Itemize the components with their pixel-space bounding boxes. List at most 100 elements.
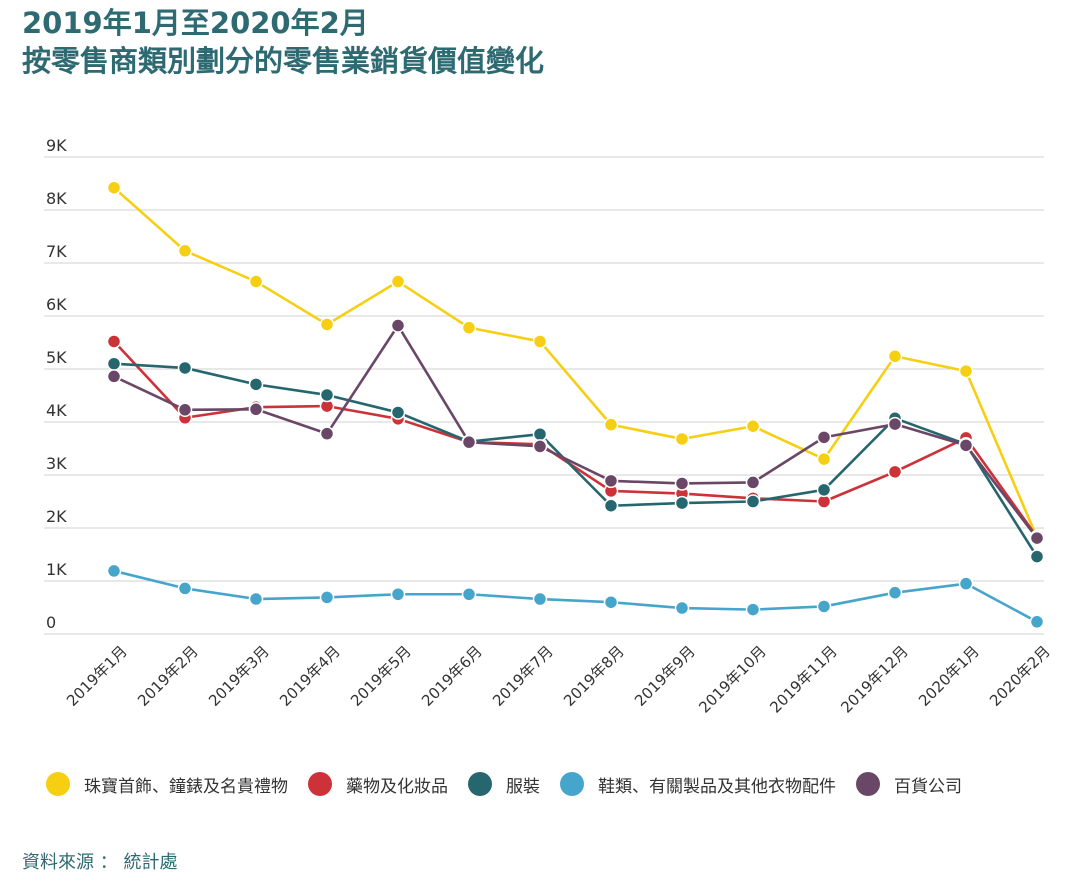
data-point-s0 (461, 320, 477, 335)
data-point-s0 (958, 363, 974, 379)
data-point-s0 (887, 349, 903, 364)
y-tick-label: 3K (46, 454, 67, 473)
series-line-2 (113, 362, 1039, 558)
data-point-s4 (816, 430, 832, 445)
y-tick-label: 7K (46, 242, 67, 261)
series-line-0 (113, 186, 1039, 539)
x-tick-label: 2020年2月 (986, 642, 1054, 710)
data-point-s3 (319, 590, 335, 605)
data-point-s3 (461, 587, 477, 602)
data-point-s0 (106, 180, 122, 195)
data-point-s3 (745, 602, 761, 617)
legend-item: 藥物及化妝品 (308, 772, 448, 797)
y-tick-label: 4K (46, 401, 67, 420)
x-tick-label: 2019年10月 (695, 642, 769, 716)
data-point-s2 (390, 405, 406, 420)
data-point-s4 (745, 475, 761, 490)
legend-item: 珠寶首飾、鐘錶及名貴禮物 (46, 772, 288, 797)
legend-label: 百貨公司 (894, 776, 962, 797)
data-point-s3 (1029, 614, 1045, 630)
data-point-s2 (248, 377, 264, 392)
data-point-s4 (106, 369, 122, 384)
data-point-s4 (532, 439, 548, 454)
data-point-s2 (1029, 549, 1045, 564)
legend-label: 藥物及化妝品 (346, 776, 448, 797)
series-line-4 (113, 324, 1039, 539)
data-point-s3 (958, 576, 974, 591)
series-line-3 (113, 569, 1038, 623)
data-point-s4 (177, 402, 193, 418)
data-point-s1 (106, 334, 122, 349)
source-note: 資料來源 ： 統計處 (22, 852, 178, 873)
data-point-s3 (532, 591, 548, 607)
x-tick-label: 2019年8月 (560, 642, 628, 710)
grid-lines (44, 156, 1044, 635)
data-point-s3 (603, 594, 619, 610)
legend-label: 服裝 (506, 776, 540, 797)
data-point-s2 (816, 482, 832, 498)
x-tick-label: 2019年1月 (63, 642, 131, 710)
y-tick-label: 1K (46, 560, 67, 579)
data-point-s3 (177, 581, 193, 596)
legend-item: 鞋類、有關製品及其他衣物配件 (560, 772, 836, 797)
legend-item: 服裝 (468, 772, 540, 797)
data-point-s4 (319, 426, 335, 441)
data-point-s0 (390, 274, 406, 289)
x-tick-label: 2019年6月 (418, 642, 486, 710)
data-point-s2 (674, 495, 690, 511)
legend-swatch (308, 772, 332, 796)
x-tick-label: 2019年2月 (134, 642, 202, 710)
data-point-s3 (674, 600, 690, 616)
y-tick-label: 8K (46, 189, 67, 208)
x-tick-label: 2020年1月 (915, 642, 983, 710)
data-point-s4 (887, 416, 903, 432)
x-tick-label: 2019年12月 (837, 642, 911, 716)
data-point-s0 (745, 418, 761, 434)
chart-legend: 珠寶首飾、鐘錶及名貴禮物 藥物及化妝品 服裝 鞋類、有關製品及其他衣物配件 百貨公司 (46, 768, 982, 800)
legend-item: 百貨公司 (856, 772, 962, 797)
data-point-s1 (887, 464, 903, 480)
legend-swatch (560, 772, 584, 796)
data-point-s3 (390, 587, 406, 602)
data-point-s0 (248, 274, 264, 289)
data-point-s4 (248, 402, 264, 417)
legend-label: 珠寶首飾、鐘錶及名貴禮物 (84, 776, 288, 797)
x-tick-label: 2019年3月 (205, 642, 273, 710)
x-tick-label: 2019年7月 (489, 642, 557, 710)
y-tick-label: 9K (46, 136, 67, 155)
data-point-s4 (674, 476, 690, 491)
data-point-s3 (248, 591, 264, 607)
data-point-s2 (106, 356, 122, 371)
chart-title-line2: 按零售商類別劃分的零售業銷貨價值變化 (22, 44, 545, 78)
data-point-s3 (887, 585, 903, 600)
data-point-s0 (816, 451, 832, 467)
data-point-s2 (319, 387, 335, 403)
legend-swatch (468, 772, 492, 796)
y-tick-label: 0 (46, 613, 56, 632)
data-point-s2 (745, 494, 761, 509)
data-point-s2 (532, 426, 548, 442)
data-point-s2 (177, 360, 193, 376)
data-point-s3 (816, 599, 832, 614)
chart-title-line1: 2019年1月至2020年2月 (22, 6, 369, 40)
data-point-s0 (177, 243, 193, 259)
data-point-s0 (532, 334, 548, 349)
x-tick-label: 2019年9月 (631, 642, 699, 710)
data-point-s2 (603, 498, 619, 513)
legend-swatch (856, 772, 880, 796)
series-line-1 (113, 340, 1039, 538)
chart-title: 2019年1月至2020年2月 按零售商類別劃分的零售業銷貨價值變化 (22, 4, 544, 80)
data-point-s4 (461, 434, 477, 450)
y-tick-label: 6K (46, 295, 67, 314)
data-point-s4 (390, 318, 406, 333)
data-point-s3 (106, 563, 122, 579)
x-tick-label: 2019年5月 (347, 642, 415, 710)
data-point-s0 (603, 417, 619, 432)
x-tick-label: 2019年11月 (766, 642, 840, 716)
data-point-s4 (1029, 530, 1045, 546)
y-tick-label: 2K (46, 507, 67, 526)
y-tick-label: 5K (46, 348, 67, 367)
legend-label: 鞋類、有關製品及其他衣物配件 (598, 776, 836, 797)
data-point-s0 (674, 431, 690, 447)
